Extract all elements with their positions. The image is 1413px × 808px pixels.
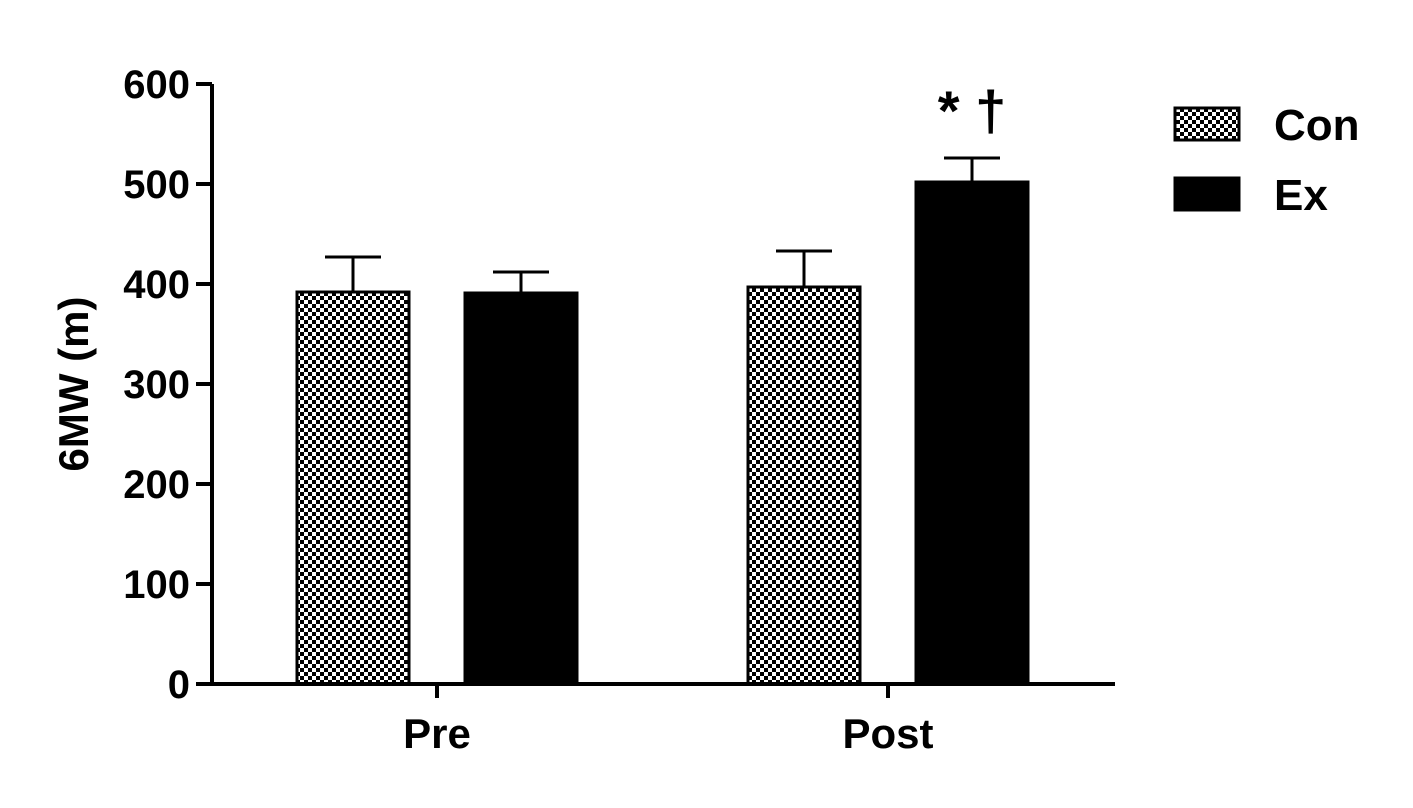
bars-layer — [295, 156, 1030, 686]
legend-label-con: Con — [1274, 101, 1360, 150]
significance-annotation: * † — [938, 79, 1007, 142]
legend-swatch-ex — [1173, 176, 1241, 212]
bar-ex-pre — [463, 291, 579, 686]
y-tick-label: 0 — [168, 663, 190, 707]
legend-label-ex: Ex — [1274, 171, 1328, 220]
legend: Con Ex — [1173, 101, 1360, 220]
y-axis-title: 6MW (m) — [50, 297, 97, 472]
y-tick-label: 200 — [123, 463, 190, 507]
bar-con-pre — [295, 290, 411, 686]
axes-layer: * † 0 100 200 300 400 500 600 Pre Post 6MW (m) — [50, 63, 1115, 757]
x-tick-label-pre: Pre — [403, 710, 471, 757]
bar-ex-post — [914, 180, 1030, 686]
y-tick-label: 300 — [123, 363, 190, 407]
y-tick-label: 100 — [123, 563, 190, 607]
y-tick-label: 600 — [123, 63, 190, 107]
y-tick-label: 400 — [123, 263, 190, 307]
bar-con-post — [746, 285, 862, 686]
x-tick-label-post: Post — [842, 710, 933, 757]
y-tick-label: 500 — [123, 163, 190, 207]
legend-swatch-con — [1173, 106, 1241, 142]
